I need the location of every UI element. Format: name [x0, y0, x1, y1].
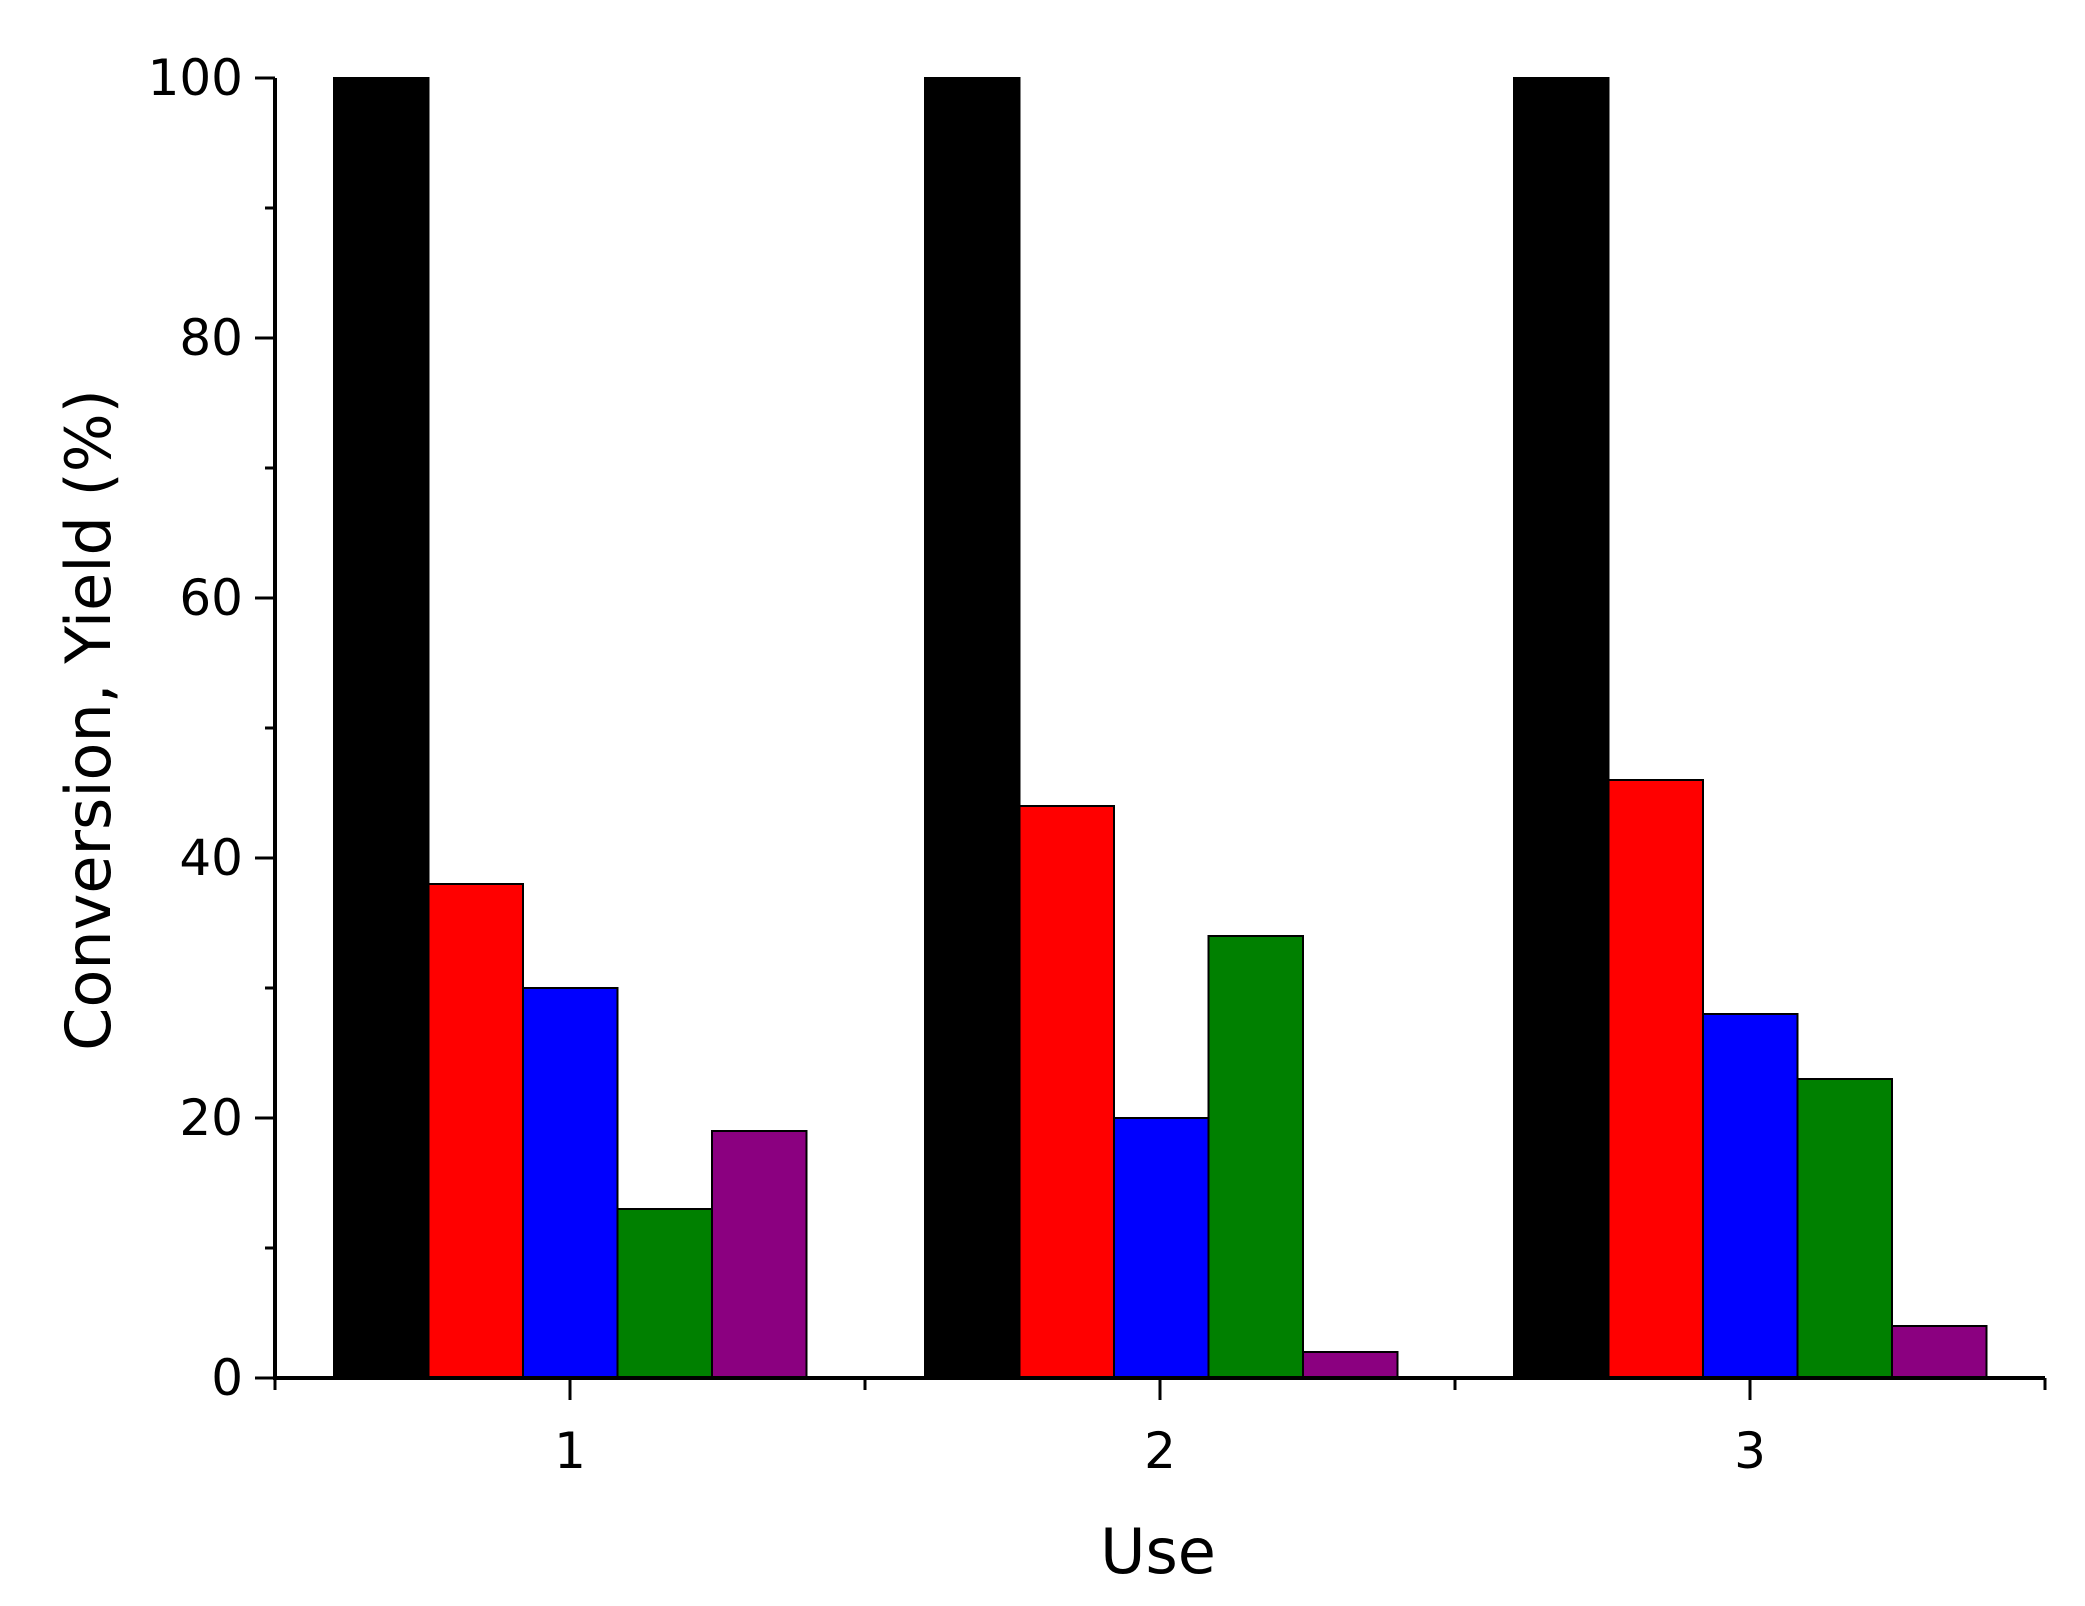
bar-use-3-series-2 — [1607, 779, 1704, 1379]
x-tick-label: 2 — [1144, 1422, 1176, 1480]
y-axis-title: Conversion, Yield (%) — [52, 389, 125, 1051]
bar-use-1-series-2 — [427, 883, 524, 1379]
bar-use-2-series-5 — [1302, 1351, 1399, 1379]
bar-use-3-series-3 — [1702, 1013, 1799, 1379]
y-tick-label: 80 — [179, 309, 243, 367]
y-tick-label: 100 — [148, 49, 243, 107]
y-axis-ticks: 0 20 40 60 80 100 — [148, 49, 275, 1407]
x-axis-title: Use — [1100, 1515, 1216, 1588]
y-tick-label: 20 — [179, 1089, 243, 1147]
bars-group — [333, 77, 1988, 1379]
x-axis-ticks: 1 2 3 — [273, 1378, 2047, 1480]
x-tick-label: 3 — [1734, 1422, 1766, 1480]
bar-use-2-series-1 — [924, 77, 1021, 1379]
bar-use-3-series-4 — [1796, 1078, 1893, 1379]
bar-use-3-series-5 — [1891, 1325, 1988, 1379]
bar-use-2-series-4 — [1207, 935, 1304, 1379]
bar-use-2-series-2 — [1018, 805, 1115, 1379]
y-tick-label: 60 — [179, 569, 243, 627]
bar-use-1-series-5 — [711, 1130, 808, 1379]
bar-use-2-series-3 — [1113, 1117, 1210, 1379]
bar-use-3-series-1 — [1513, 77, 1610, 1379]
bar-use-1-series-1 — [333, 77, 430, 1379]
bar-use-1-series-3 — [522, 987, 619, 1379]
y-tick-label: 0 — [211, 1349, 243, 1407]
x-tick-label: 1 — [554, 1422, 586, 1480]
y-tick-label: 40 — [179, 829, 243, 887]
bar-use-1-series-4 — [616, 1208, 713, 1379]
